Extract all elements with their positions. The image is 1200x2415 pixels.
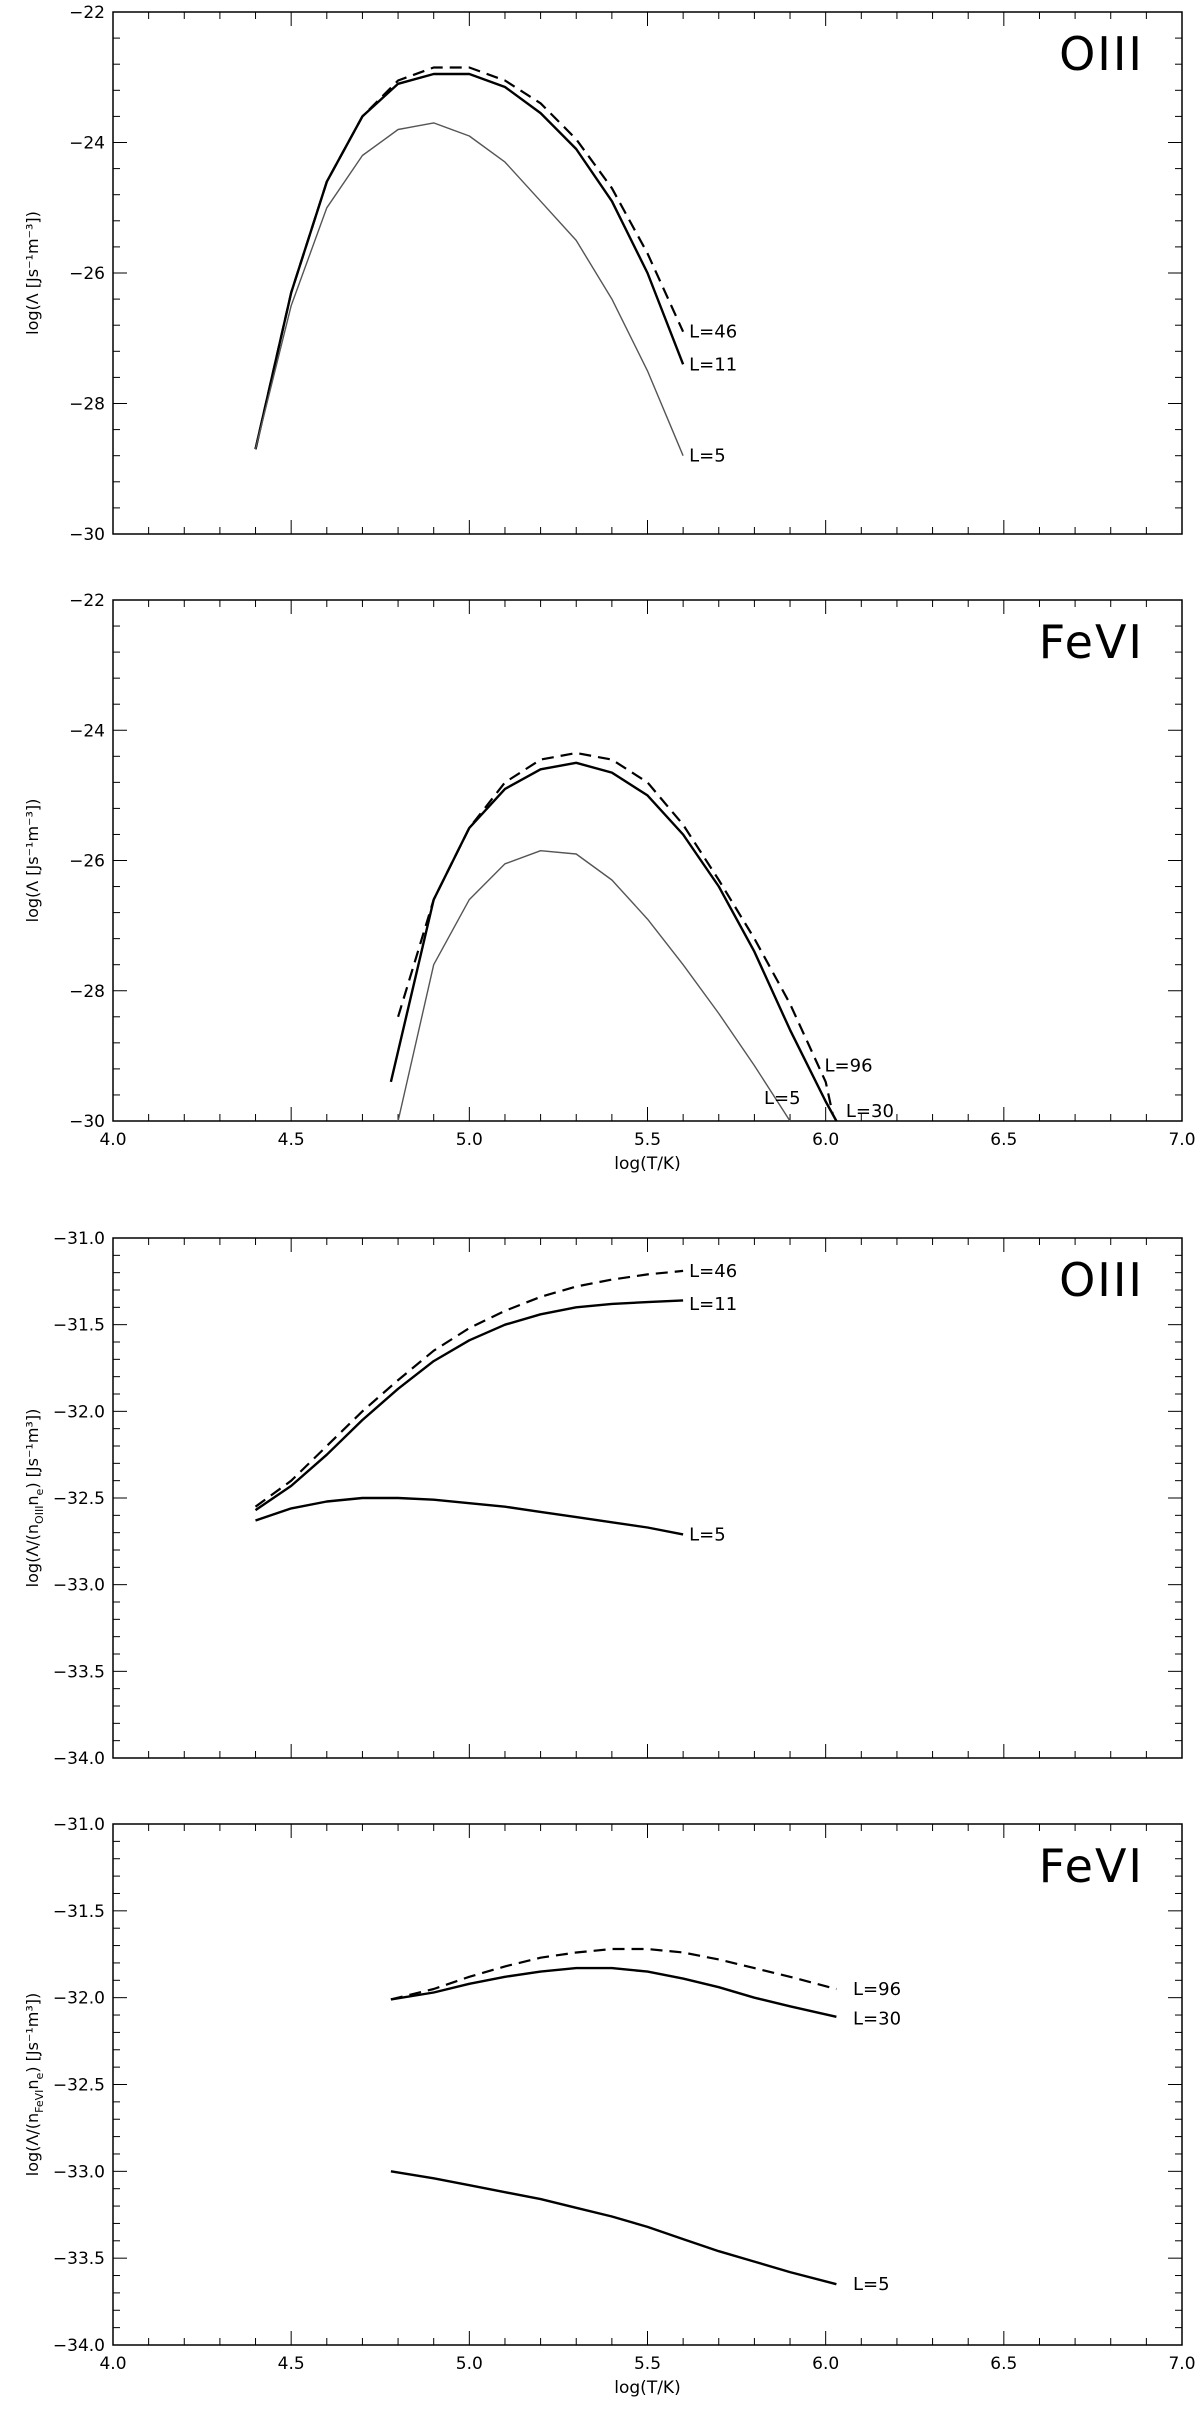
series-line-l-11 xyxy=(254,1299,684,1512)
curve-label: L=5 xyxy=(689,1524,726,1545)
series-line-l-5 xyxy=(255,1496,684,1536)
y-tick-label: −31.5 xyxy=(53,1316,105,1336)
x-tick-label: 7.0 xyxy=(1168,2354,1195,2374)
x-tick-label: 5.5 xyxy=(634,2354,661,2374)
x-axis-label: log(T/K) xyxy=(614,1154,680,1174)
y-tick-label: −30 xyxy=(69,1112,105,1132)
curve-label: L=96 xyxy=(825,1056,873,1077)
x-tick-label: 4.0 xyxy=(99,2354,126,2374)
y-tick-label: −33.5 xyxy=(53,1662,105,1682)
curve-label: L=46 xyxy=(689,1261,737,1282)
x-tick-label: 4.0 xyxy=(99,1130,126,1150)
y-axis-label: log(Λ [Js⁻¹m⁻³]) xyxy=(23,799,42,923)
x-tick-label: 5.0 xyxy=(456,2354,483,2374)
x-tick-label: 6.0 xyxy=(812,1130,839,1150)
series-line-l-5 xyxy=(254,122,684,456)
panel-label: OIII xyxy=(1059,1253,1144,1307)
y-axis-label: log(Λ/(nFeVIne) [Js⁻¹m³]) xyxy=(23,1993,46,2177)
y-tick-label: −33.5 xyxy=(53,2249,105,2269)
y-tick-label: −28 xyxy=(69,395,105,415)
curve-label: L=5 xyxy=(764,1088,801,1109)
series-line-l-96-dashed xyxy=(390,1947,837,2001)
curve-label: L=5 xyxy=(689,446,726,467)
y-tick-label: −22 xyxy=(69,3,105,23)
series-line-l-46-dashed xyxy=(254,66,685,450)
y-tick-label: −30 xyxy=(69,525,105,545)
chart-panel-1: −30 −28 −26 −24 −22 log(Λ [Js⁻¹m⁻³]) OIII L=46 L… xyxy=(23,3,1183,545)
curve-label: L=30 xyxy=(853,2009,901,2030)
y-tick-label: −31.0 xyxy=(53,1229,105,1249)
curve-label: L=5 xyxy=(853,2274,890,2295)
y-tick-label: −28 xyxy=(69,982,105,1002)
panel-label: OIII xyxy=(1059,27,1144,81)
series-line-l-5 xyxy=(397,850,791,1122)
y-axis-label: log(Λ [Js⁻¹m⁻³]) xyxy=(23,211,42,335)
y-tick-label: −31.5 xyxy=(53,1902,105,1922)
y-tick-label: −26 xyxy=(69,852,105,872)
curve-label: L=11 xyxy=(689,1294,737,1315)
curve-label: L=30 xyxy=(846,1101,894,1122)
y-tick-label: −32.0 xyxy=(53,1402,105,1422)
curve-label: L=96 xyxy=(853,1979,901,2000)
series-line-l-5 xyxy=(390,2170,837,2286)
series-line-l-46-dashed xyxy=(254,1269,684,1508)
y-axis-label: log(Λ/(nOIIIne) [Js⁻¹m³]) xyxy=(23,1409,46,1588)
chart-panel-4: 4.0 4.5 5.0 5.5 6.0 6.5 7.0 −34.0 −33.5 −33.0 −32.… xyxy=(23,1815,1196,2398)
series-line-l-30 xyxy=(390,1966,837,2018)
y-tick-label: −31.0 xyxy=(53,1815,105,1835)
x-tick-label: 6.5 xyxy=(990,1130,1017,1150)
x-tick-label: 7.0 xyxy=(1168,1130,1195,1150)
y-tick-label: −34.0 xyxy=(53,1749,105,1769)
x-tick-label: 6.5 xyxy=(990,2354,1017,2374)
x-tick-label: 5.0 xyxy=(456,1130,483,1150)
series-line-l-30 xyxy=(389,761,838,1122)
series-line-l-96-dashed xyxy=(397,751,834,1115)
x-tick-label: 4.5 xyxy=(278,1130,305,1150)
curve-label: L=46 xyxy=(689,322,737,343)
x-axis-label: log(T/K) xyxy=(614,2378,680,2398)
y-tick-label: −33.0 xyxy=(53,1576,105,1596)
x-tick-label: 6.0 xyxy=(812,2354,839,2374)
y-tick-label: −24 xyxy=(69,134,105,154)
plot-frame xyxy=(112,1823,1183,2346)
y-tick-label: −24 xyxy=(69,721,105,741)
x-tick-label: 4.5 xyxy=(278,2354,305,2374)
y-tick-label: −32.5 xyxy=(53,1489,105,1509)
panel-label: FeVI xyxy=(1039,1839,1144,1893)
y-tick-label: −22 xyxy=(69,591,105,611)
chart-panel-3: −34.0 −33.5 −33.0 −32.5 −32.0 −31.5 −31.0 log(Λ… xyxy=(23,1229,1183,1769)
y-tick-label: −32.0 xyxy=(53,1989,105,2009)
y-tick-label: −32.5 xyxy=(53,2076,105,2096)
plot-frame xyxy=(112,599,1183,1122)
y-tick-label: −34.0 xyxy=(53,2336,105,2356)
x-tick-label: 5.5 xyxy=(634,1130,661,1150)
y-tick-label: −33.0 xyxy=(53,2162,105,2182)
curve-label: L=11 xyxy=(689,354,737,375)
chart-panel-2: 4.0 4.5 5.0 5.5 6.0 6.5 7.0 −30 −28 −26 −24 −22 log(… xyxy=(23,591,1196,1174)
series-line-l-11 xyxy=(254,72,685,450)
y-tick-label: −26 xyxy=(69,264,105,284)
panel-label: FeVI xyxy=(1039,615,1144,669)
